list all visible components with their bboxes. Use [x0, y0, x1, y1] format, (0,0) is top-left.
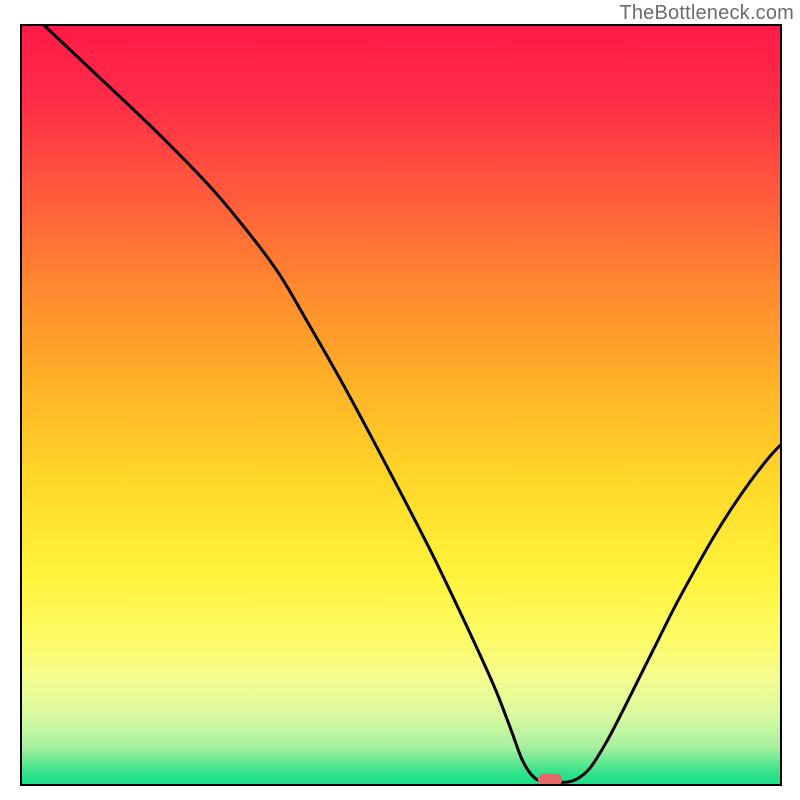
- optimum-marker: [538, 774, 562, 786]
- chart-stage: TheBottleneck.com: [0, 0, 800, 800]
- watermark-text: TheBottleneck.com: [619, 2, 794, 25]
- bottleneck-chart: [0, 0, 800, 800]
- plot-background: [21, 25, 781, 785]
- plot-area: [21, 25, 781, 786]
